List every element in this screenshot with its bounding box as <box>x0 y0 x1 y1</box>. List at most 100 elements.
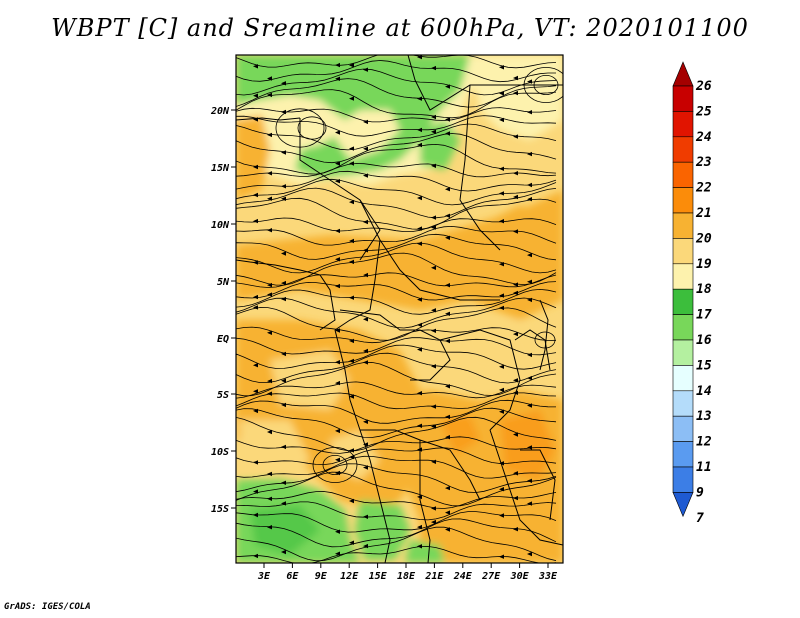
streamline-arrowhead <box>363 219 368 225</box>
streamline-arrowhead <box>253 93 258 98</box>
streamline-arrowhead <box>363 442 368 447</box>
streamline-eddy <box>322 454 348 475</box>
streamline <box>236 225 557 246</box>
streamline <box>236 115 557 137</box>
latitude-axis: 20N 15N 10N 5N EQ 5S 10S 15S <box>210 106 236 515</box>
streamline-arrowhead <box>281 81 286 86</box>
streamline <box>236 123 557 151</box>
streamline-arrowhead <box>513 432 518 437</box>
lat-tick-label: 5S <box>217 390 229 401</box>
streamline-arrowhead <box>445 338 450 344</box>
streamline <box>236 233 557 261</box>
colorbar: 26 25 24 23 22 21 20 19 18 17 16 15 14 13 12 11 9 7 <box>672 61 712 526</box>
streamline-arrowhead <box>281 196 286 201</box>
streamline-arrowhead <box>445 485 450 491</box>
lon-tick-label: 12E <box>340 571 359 582</box>
streamline-arrowhead <box>499 364 504 369</box>
streamline-eddy <box>275 108 325 148</box>
streamline-arrowhead <box>417 447 422 452</box>
colorbar-label: 19 <box>696 257 712 272</box>
streamline-arrowhead <box>499 293 504 298</box>
streamline-arrowhead <box>363 248 368 253</box>
streamline-arrowhead <box>335 130 340 135</box>
streamline-arrowhead <box>267 429 272 435</box>
streamline-arrowhead <box>349 358 354 364</box>
lon-tick-label: 6E <box>286 571 299 582</box>
streamline-arrowhead <box>499 117 504 123</box>
colorbar-segment <box>672 466 694 493</box>
streamline-arrowhead <box>499 409 504 414</box>
streamline-arrowhead <box>499 65 504 70</box>
streamline-arrowhead <box>335 380 340 386</box>
colorbar-segment <box>672 314 694 341</box>
streamline-arrowhead <box>363 543 368 549</box>
streamline-arrowhead <box>335 551 340 556</box>
streamline-arrowhead <box>253 164 258 170</box>
colorbar-label: 20 <box>695 231 712 246</box>
streamline-arrowhead <box>431 519 436 525</box>
streamline-arrowhead <box>431 328 436 333</box>
streamline-arrowhead <box>417 322 422 328</box>
streamline-arrowhead <box>431 65 436 71</box>
lat-tick-label: 15N <box>211 163 230 174</box>
streamline-eddy <box>533 75 559 96</box>
colorbar-label: 12 <box>696 435 712 450</box>
streamline <box>236 55 557 69</box>
streamline <box>236 416 557 452</box>
streamline-arrowhead <box>527 151 532 157</box>
streamline-arrowhead <box>513 378 518 383</box>
streamline <box>236 68 557 96</box>
streamline-arrowhead <box>513 331 518 337</box>
streamline-arrowhead <box>349 394 354 399</box>
streamline <box>236 399 557 424</box>
streamline-arrowhead <box>253 117 258 122</box>
streamline <box>236 78 557 108</box>
streamline-arrowhead <box>363 146 368 151</box>
streamline-arrowhead <box>253 489 258 494</box>
streamline-arrowhead <box>363 272 368 278</box>
streamline-arrowhead <box>417 391 422 396</box>
colorbar-label: 18 <box>696 282 712 297</box>
colorbar-label: 16 <box>696 333 712 348</box>
lat-tick-label: EQ <box>217 334 229 345</box>
streamline-arrowhead <box>349 338 354 344</box>
streamline <box>236 501 557 521</box>
streamline-arrowhead <box>431 404 436 409</box>
colorbar-segment <box>672 415 694 442</box>
streamline-arrowhead <box>267 330 272 335</box>
streamline-arrowhead <box>349 63 354 68</box>
streamline-arrowhead <box>335 428 340 434</box>
streamline-eddy <box>312 446 358 483</box>
streamline <box>236 197 557 230</box>
streamline-arrowhead <box>253 363 258 368</box>
streamline <box>236 187 557 219</box>
streamline-arrowhead <box>281 402 286 408</box>
streamline-arrowhead <box>527 279 532 284</box>
country-borders <box>236 55 563 563</box>
streamline-arrowhead <box>499 91 504 96</box>
colorbar-segment <box>672 238 694 265</box>
streamline-arrowhead <box>527 79 532 84</box>
streamline <box>236 352 557 384</box>
streamline-arrowhead <box>513 527 518 532</box>
streamline-arrowhead <box>527 403 532 408</box>
streamline-arrowhead <box>253 460 258 465</box>
streamline-arrowhead <box>513 75 518 81</box>
streamline-arrowhead <box>335 179 340 184</box>
colorbar-label: 22 <box>695 181 712 196</box>
streamline-arrowhead <box>267 132 272 138</box>
streamline <box>236 133 557 164</box>
streamline <box>236 361 557 397</box>
streamline-arrowhead <box>335 283 340 289</box>
streamline <box>236 272 557 288</box>
lat-tick-label: 10S <box>211 447 229 458</box>
streamline-arrowhead <box>513 282 518 287</box>
streamline-arrowhead <box>417 142 422 148</box>
colorbar-bottom-arrow <box>672 492 694 518</box>
colorbar-label: 11 <box>696 460 712 475</box>
streamline <box>236 491 557 509</box>
streamline-arrowhead <box>349 199 354 205</box>
streamline-arrowhead <box>335 328 340 333</box>
streamline-arrowhead <box>445 213 450 218</box>
colorbar-top-arrow <box>672 61 694 87</box>
